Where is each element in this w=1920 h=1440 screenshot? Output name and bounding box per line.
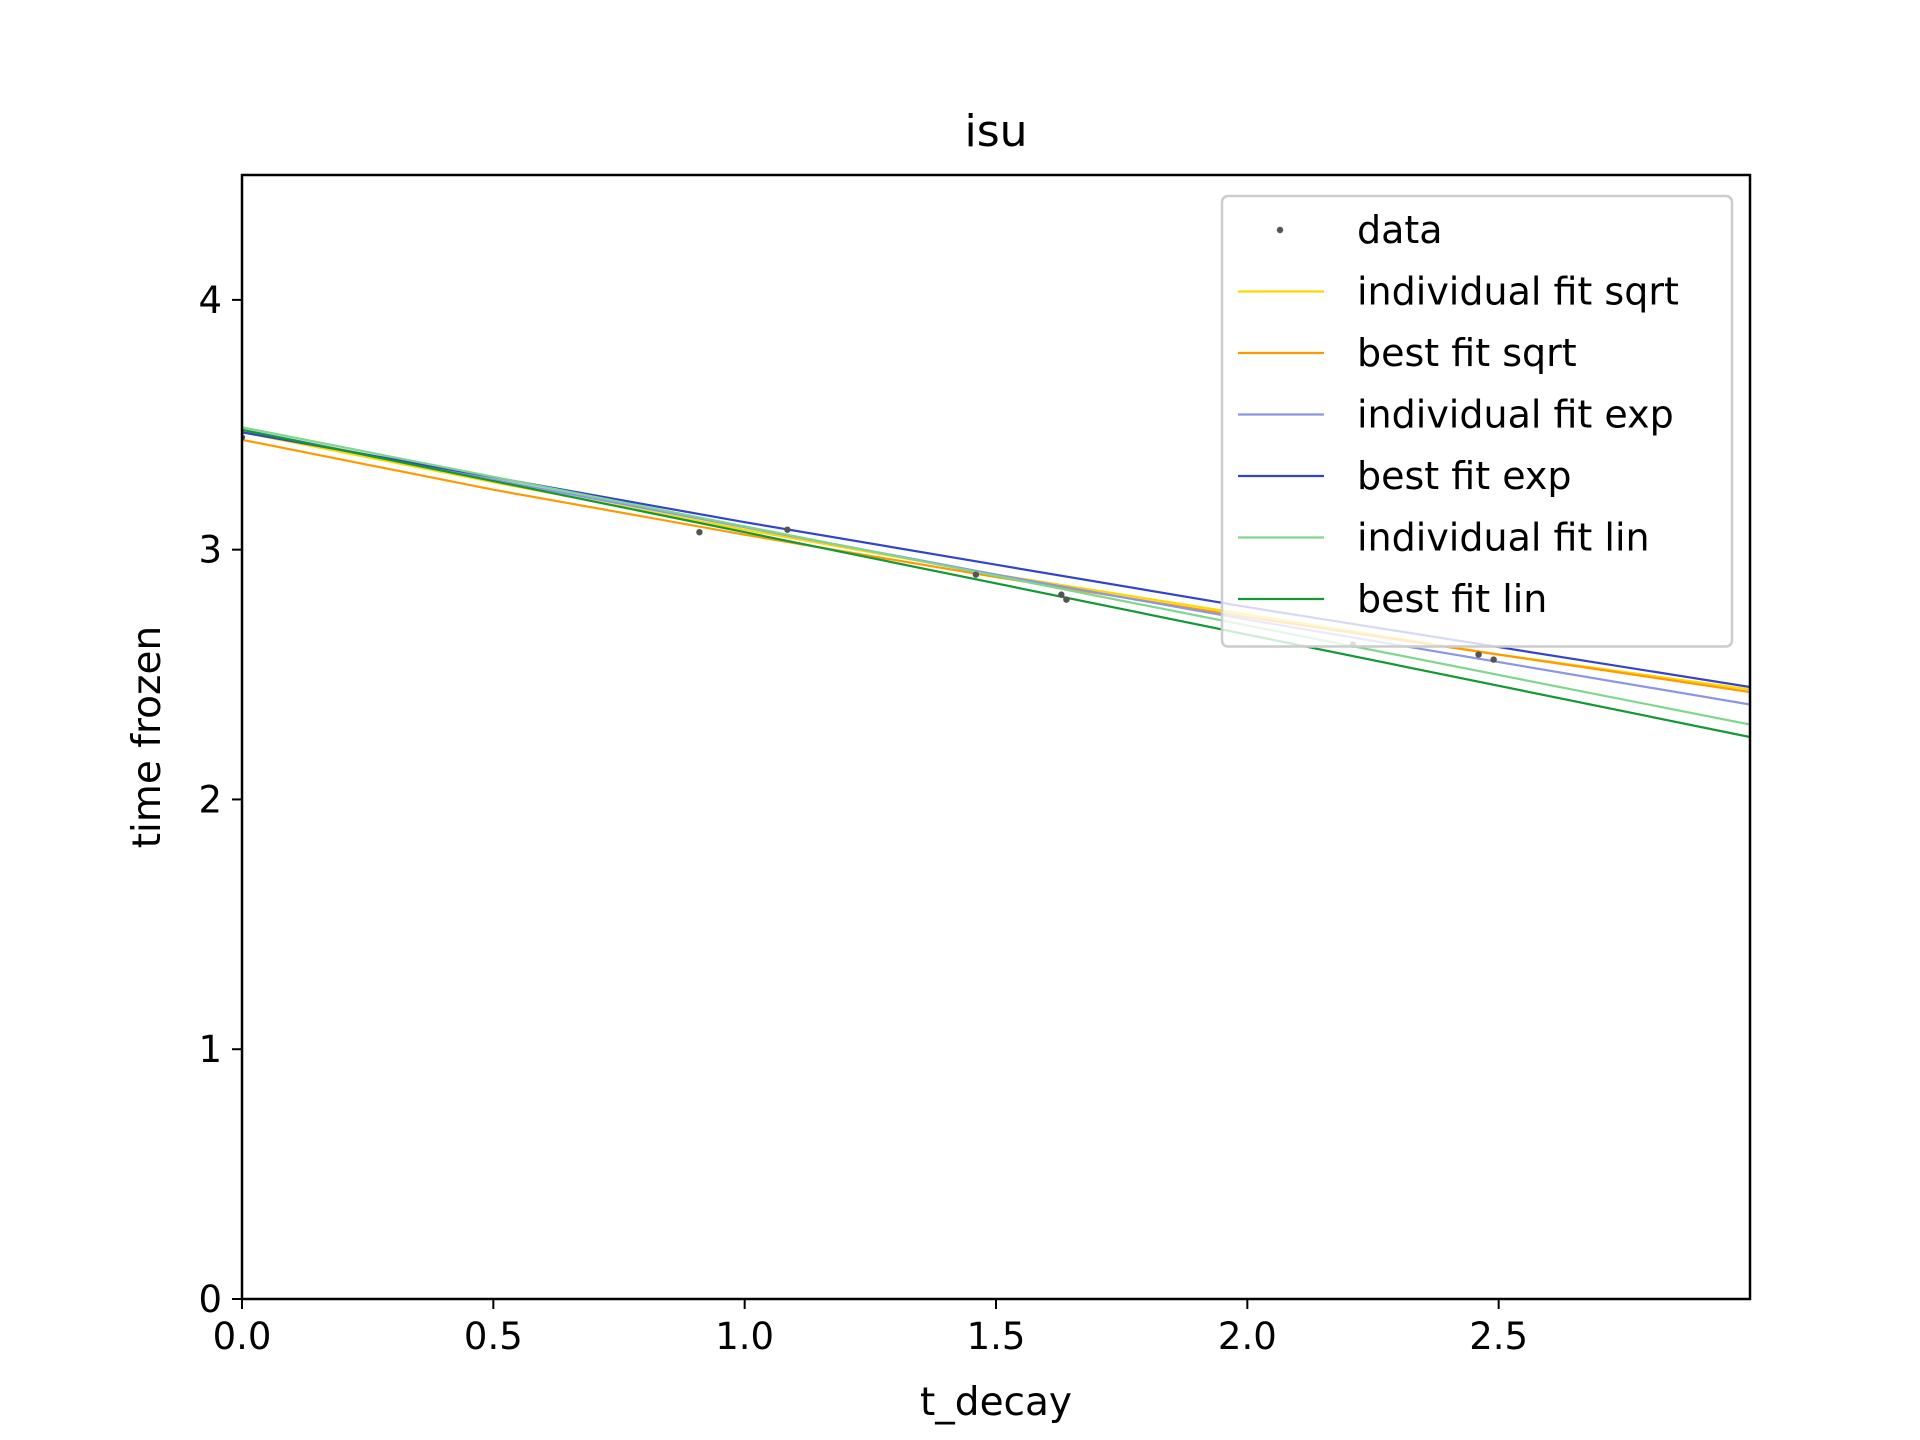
legend: data individual fit sqrt best fit sqrt indi…	[1220, 194, 1734, 648]
data-point	[972, 571, 980, 578]
legend-label: individual fit exp	[1357, 393, 1674, 437]
legend-label: data	[1357, 208, 1443, 252]
chart-title: isu	[964, 106, 1027, 157]
y-tick-label: 4	[198, 279, 222, 322]
legend-box	[1220, 194, 1734, 648]
series-line-best-fit-sqrt	[242, 438, 1750, 694]
series-layer	[242, 426, 1750, 739]
x-tick-label: 1.0	[715, 1315, 774, 1358]
y-tick-label: 3	[198, 529, 222, 572]
x-tick-label: 2.5	[1469, 1315, 1528, 1358]
data-point	[1475, 651, 1482, 658]
data-point	[696, 528, 703, 536]
legend-marker-data	[1276, 226, 1284, 234]
y-axis-label: time frozen	[125, 626, 170, 848]
legend-label: individual fit lin	[1357, 516, 1650, 560]
y-tick-label: 0	[198, 1278, 222, 1321]
y-tick-label: 2	[198, 778, 222, 821]
data-point	[1063, 596, 1070, 603]
y-axis: 0 1 2 3 4	[198, 279, 242, 1321]
plot-area	[242, 426, 1750, 739]
data-point	[1490, 656, 1497, 663]
legend-label: best fit lin	[1357, 577, 1547, 621]
x-axis: 0.0 0.5 1.0 1.5 2.0 2.5	[213, 1299, 1528, 1358]
x-tick-label: 2.0	[1218, 1315, 1277, 1358]
x-tick-label: 0.5	[464, 1315, 523, 1358]
x-tick-label: 0.0	[213, 1315, 272, 1358]
x-tick-label: 1.5	[967, 1315, 1026, 1358]
x-axis-label: t_decay	[920, 1380, 1072, 1425]
data-points-layer	[242, 434, 1497, 663]
series-line-best-fit-lin	[242, 428, 1750, 739]
legend-label: best fit sqrt	[1357, 331, 1577, 375]
data-point	[1058, 591, 1065, 598]
series-line-individual-fit-lin	[242, 426, 1750, 726]
legend-label: individual fit sqrt	[1357, 270, 1679, 314]
y-tick-label: 1	[198, 1028, 222, 1071]
legend-label: best fit exp	[1357, 454, 1572, 498]
data-point	[784, 526, 791, 533]
series-line-individual-fit-exp	[242, 428, 1750, 706]
